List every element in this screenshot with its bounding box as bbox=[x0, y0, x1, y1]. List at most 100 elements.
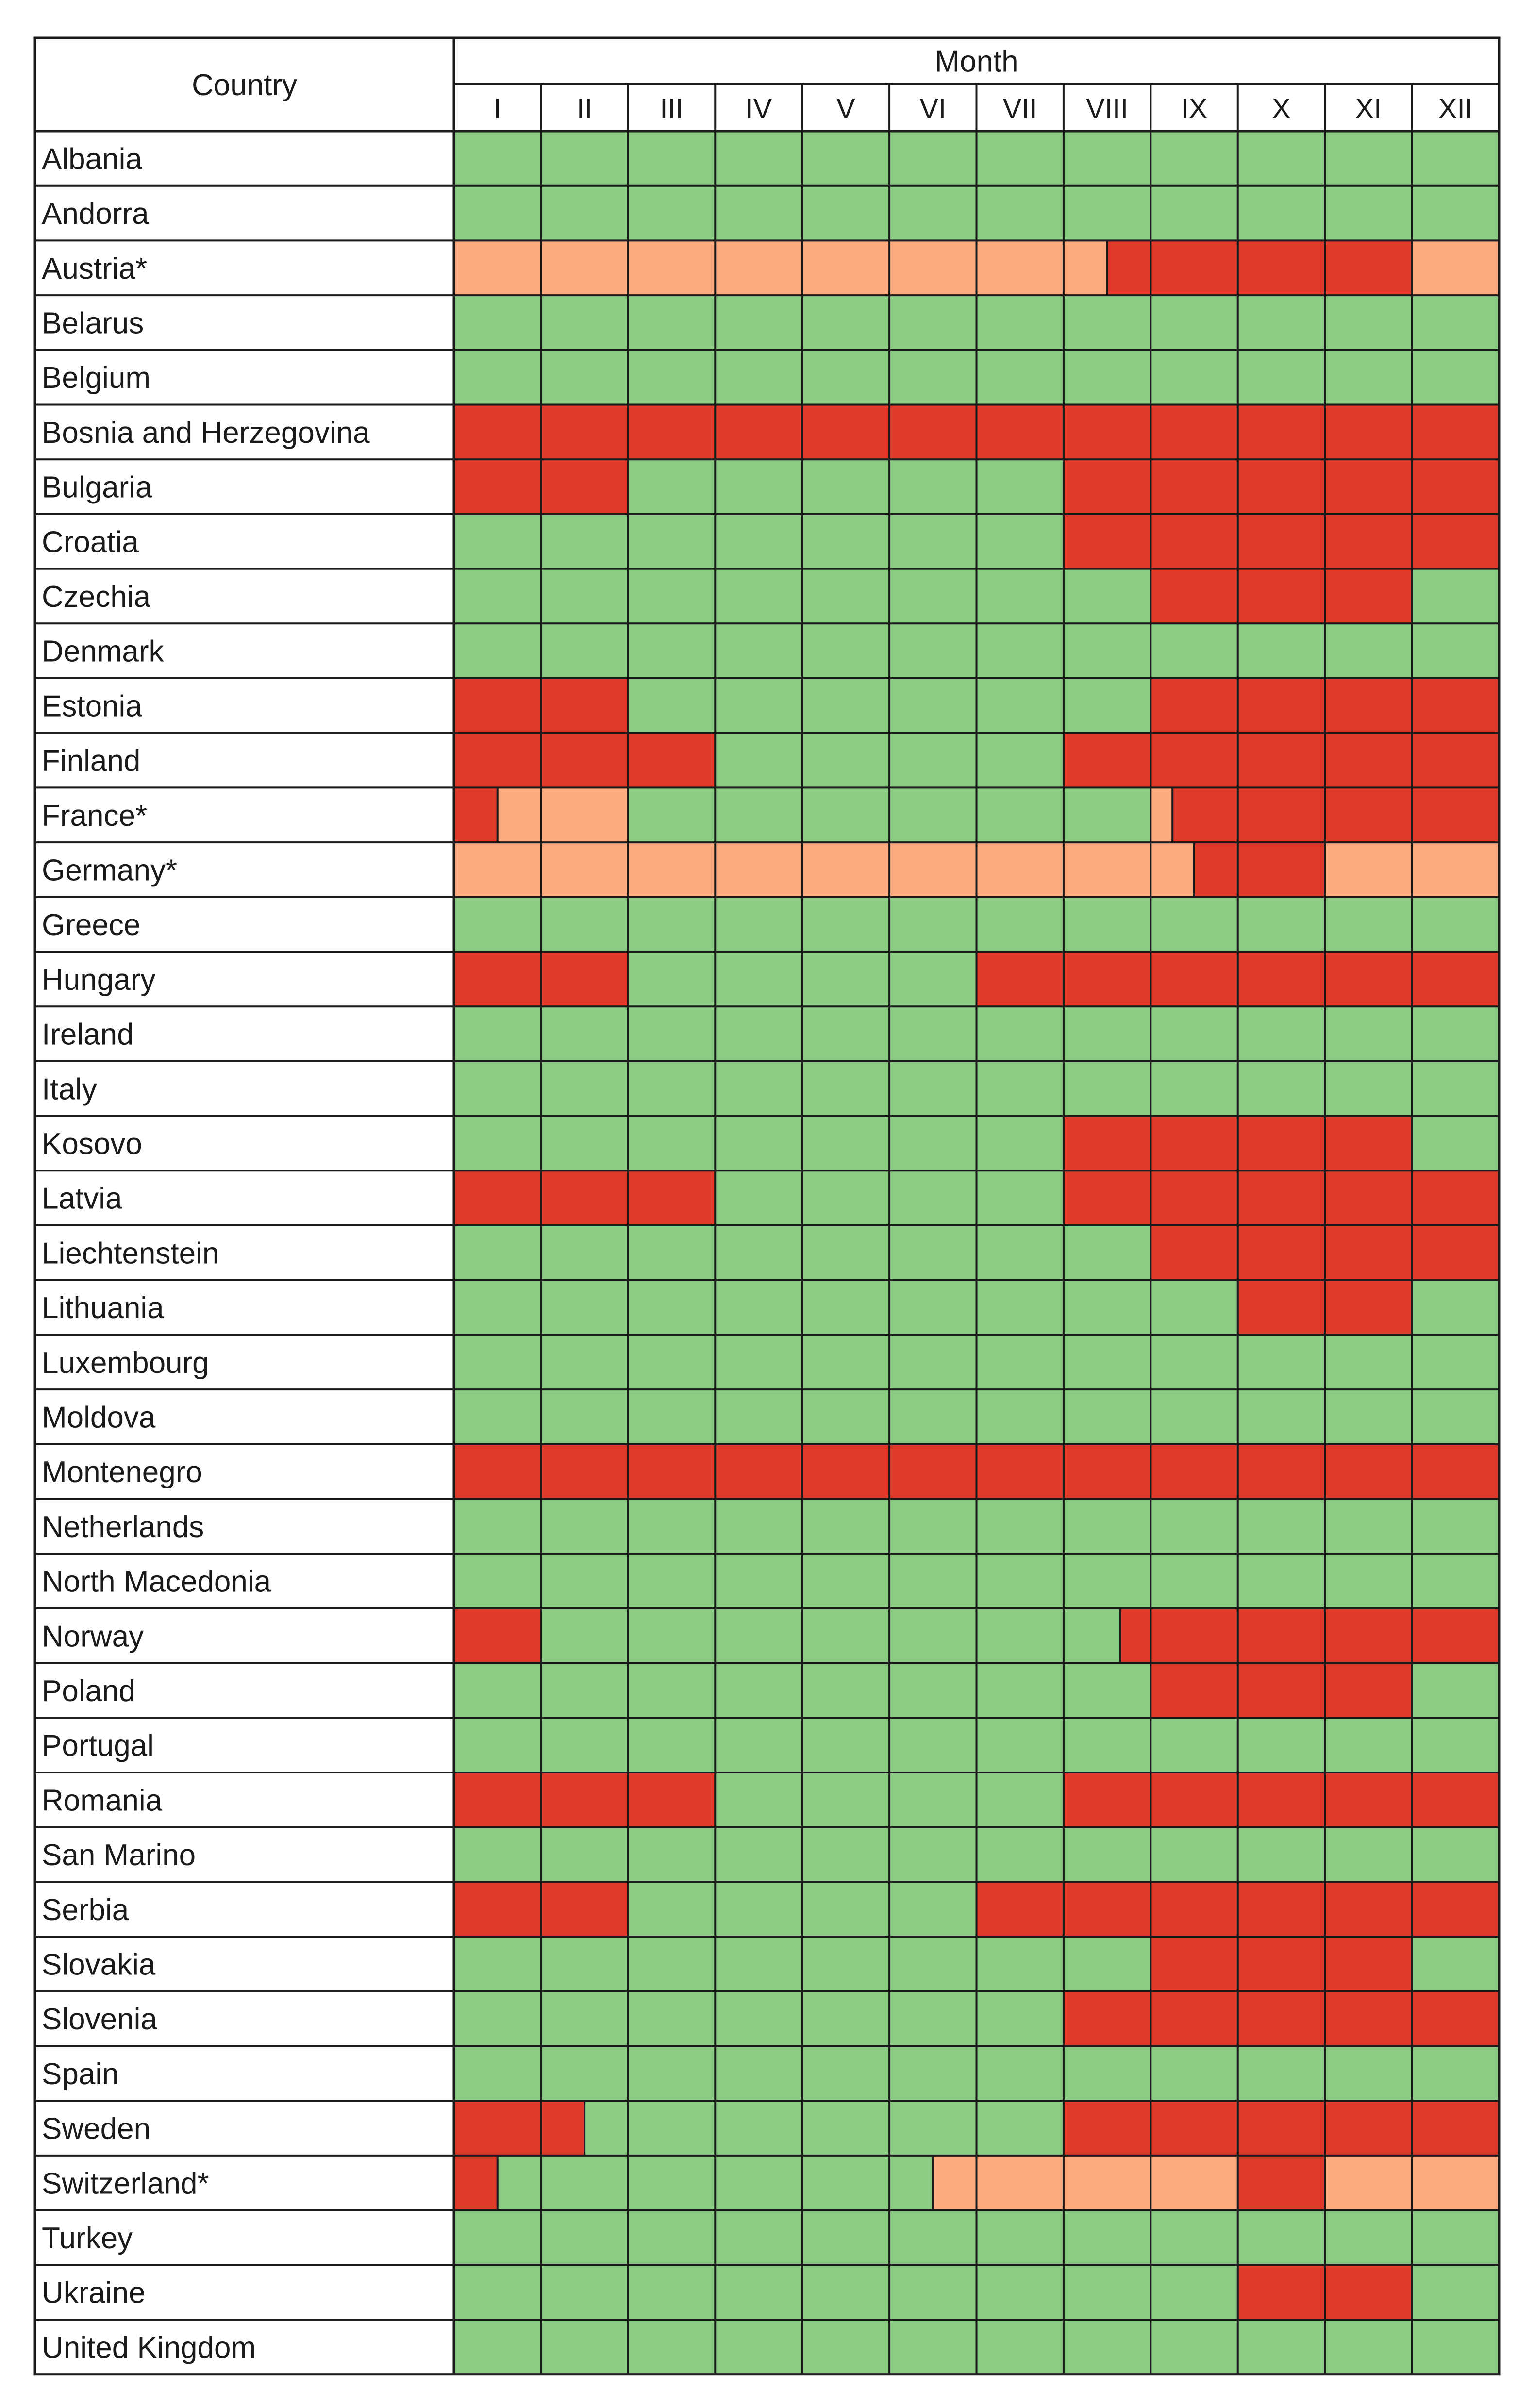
country-label: Sweden bbox=[42, 2112, 150, 2146]
heatmap-cell bbox=[1412, 1116, 1499, 1171]
heatmap-cell bbox=[454, 1389, 541, 1444]
heatmap-cell bbox=[1063, 952, 1151, 1007]
country-label: Hungary bbox=[42, 963, 155, 997]
heatmap-cell bbox=[541, 2210, 628, 2265]
heatmap-cell bbox=[889, 2101, 977, 2156]
heatmap-cell bbox=[715, 1335, 802, 1390]
heatmap-cell bbox=[1063, 1499, 1151, 1554]
heatmap-cell bbox=[802, 404, 890, 460]
heatmap-cell bbox=[628, 1225, 716, 1280]
heatmap-cell bbox=[541, 2265, 628, 2320]
heatmap-cell bbox=[1063, 733, 1151, 788]
heatmap-cell bbox=[1063, 295, 1151, 350]
heatmap-cell bbox=[1325, 1882, 1412, 1937]
heatmap-cell bbox=[715, 1773, 802, 1827]
heatmap-cell bbox=[1412, 1608, 1499, 1663]
heatmap-cell bbox=[715, 897, 802, 952]
heatmap-cell bbox=[454, 1882, 541, 1937]
heatmap-cell bbox=[715, 1663, 802, 1718]
heatmap-cell bbox=[628, 2210, 716, 2265]
heatmap-cell bbox=[541, 1882, 628, 1937]
heatmap-cell bbox=[454, 131, 541, 186]
heatmap-cell bbox=[1150, 404, 1238, 460]
heatmap-cell bbox=[541, 295, 628, 350]
heatmap-cell bbox=[1412, 1006, 1499, 1061]
heatmap-cell bbox=[715, 295, 802, 350]
heatmap-cell bbox=[889, 569, 977, 624]
heatmap-cell bbox=[628, 240, 716, 296]
heatmap-cell bbox=[1237, 1773, 1325, 1827]
heatmap-cell bbox=[976, 1991, 1064, 2046]
heatmap-cell bbox=[1325, 1225, 1412, 1280]
heatmap-cell bbox=[628, 1116, 716, 1171]
heatmap-cell bbox=[1325, 240, 1412, 296]
heatmap-cell bbox=[1063, 1280, 1151, 1335]
heatmap-cell bbox=[1412, 2046, 1499, 2101]
heatmap-cell bbox=[1063, 1608, 1120, 1663]
heatmap-cell bbox=[1412, 2155, 1499, 2210]
heatmap-cell bbox=[541, 1718, 628, 1773]
country-label: Austria* bbox=[42, 252, 147, 285]
heatmap-cell bbox=[628, 1389, 716, 1444]
heatmap-cell bbox=[889, 1991, 977, 2046]
heatmap-cell bbox=[1412, 1444, 1499, 1499]
heatmap-cell bbox=[889, 733, 977, 788]
heatmap-cell bbox=[715, 1882, 802, 1937]
heatmap-cell bbox=[802, 1499, 890, 1554]
heatmap-cell bbox=[889, 1006, 977, 1061]
heatmap-cell bbox=[1412, 678, 1499, 733]
heatmap-cell bbox=[628, 1171, 716, 1225]
heatmap-cell bbox=[715, 459, 802, 514]
heatmap-cell bbox=[1412, 1773, 1499, 1827]
heatmap-cell bbox=[1412, 569, 1499, 624]
heatmap-cell bbox=[889, 350, 977, 405]
heatmap-cell bbox=[1412, 1937, 1499, 1991]
heatmap-cell bbox=[802, 459, 890, 514]
heatmap-cell bbox=[976, 1882, 1064, 1937]
heatmap-cell bbox=[541, 240, 628, 296]
heatmap-cell bbox=[1063, 1663, 1151, 1718]
heatmap-cell bbox=[889, 1937, 977, 1991]
heatmap-cell bbox=[802, 1718, 890, 1773]
heatmap-cell bbox=[976, 1718, 1064, 1773]
heatmap-cell bbox=[715, 733, 802, 788]
heatmap-cell bbox=[889, 185, 977, 241]
heatmap-cell bbox=[1150, 1061, 1238, 1116]
heatmap-cell bbox=[889, 1882, 977, 1937]
heatmap-cell bbox=[1150, 350, 1238, 405]
heatmap-cell bbox=[454, 240, 541, 296]
month-label-6: VI bbox=[919, 93, 946, 125]
heatmap-cell bbox=[541, 2046, 628, 2101]
heatmap-cell bbox=[1412, 733, 1499, 788]
country-label: Italy bbox=[42, 1072, 97, 1106]
heatmap-cell bbox=[976, 1827, 1064, 1882]
heatmap-cell bbox=[802, 733, 890, 788]
heatmap-cell bbox=[1412, 1335, 1499, 1390]
heatmap-cell bbox=[1325, 787, 1412, 843]
heatmap-cell bbox=[976, 2265, 1064, 2320]
country-label: Andorra bbox=[42, 197, 149, 231]
heatmap-cell bbox=[976, 787, 1064, 843]
heatmap-cell bbox=[976, 2320, 1064, 2375]
heatmap-cell bbox=[1063, 131, 1151, 186]
heatmap-cell bbox=[628, 1335, 716, 1390]
heatmap-cell bbox=[1237, 240, 1325, 296]
heatmap-cell bbox=[976, 1006, 1064, 1061]
heatmap-cell bbox=[1237, 1499, 1325, 1554]
heatmap-cell bbox=[715, 623, 802, 678]
heatmap-cell bbox=[1150, 2155, 1238, 2210]
heatmap-cell bbox=[1237, 295, 1325, 350]
heatmap-cell bbox=[1325, 295, 1412, 350]
heatmap-cell bbox=[454, 2265, 541, 2320]
heatmap-cell bbox=[889, 459, 977, 514]
table-frame bbox=[33, 36, 1501, 2376]
heatmap-cell bbox=[1063, 1444, 1151, 1499]
heatmap-cell bbox=[1412, 350, 1499, 405]
country-label: Czechia bbox=[42, 580, 151, 614]
heatmap-cell bbox=[802, 1444, 890, 1499]
heatmap-cell bbox=[1412, 1882, 1499, 1937]
heatmap-cell bbox=[715, 1937, 802, 1991]
heatmap-cell bbox=[715, 2320, 802, 2375]
cells-layer bbox=[454, 131, 1499, 2375]
